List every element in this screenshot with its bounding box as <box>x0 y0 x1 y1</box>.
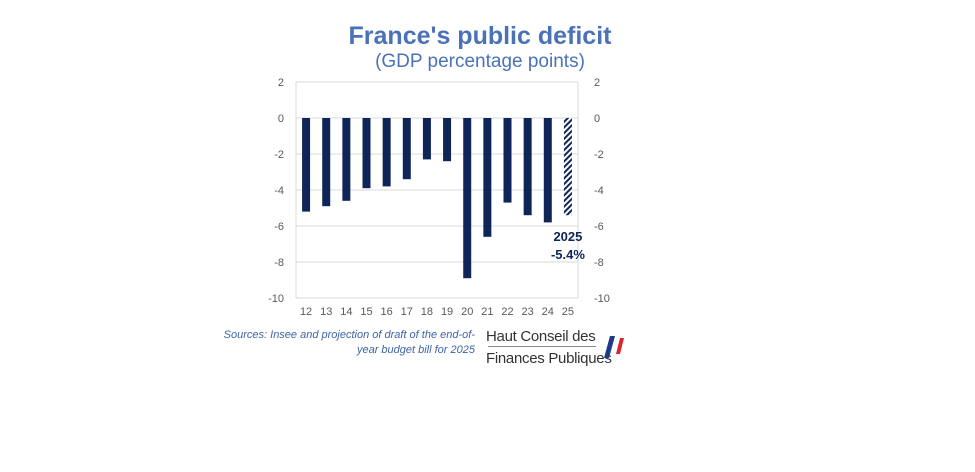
bar <box>422 118 431 160</box>
x-tick-label: 14 <box>340 306 352 318</box>
y-tick-label-right: 0 <box>594 113 600 125</box>
annotation-value: -5.4% <box>551 247 585 262</box>
logo-line-2: Finances Publiques <box>486 350 612 367</box>
logo-rule <box>488 346 596 347</box>
bar <box>503 118 512 203</box>
bar <box>362 118 371 189</box>
bar <box>302 118 311 212</box>
y-tick-label-left: -2 <box>274 149 284 161</box>
bar <box>523 118 532 216</box>
y-tick-label-left: -8 <box>274 257 284 269</box>
chart-title: France's public deficit <box>348 22 612 50</box>
bar <box>402 118 411 180</box>
x-tick-label: 19 <box>441 306 453 318</box>
bar <box>463 118 472 279</box>
y-tick-label-right: -8 <box>594 257 604 269</box>
x-tick-label: 20 <box>461 306 473 318</box>
bar <box>483 118 492 237</box>
x-tick-label: 22 <box>501 306 513 318</box>
x-tick-label: 16 <box>381 306 393 318</box>
bar-projected <box>563 118 572 216</box>
annotation-year: 2025 <box>553 229 582 244</box>
bar <box>382 118 391 187</box>
y-tick-label-right: -4 <box>594 185 604 197</box>
y-tick-label-right: -6 <box>594 221 604 233</box>
x-tick-label: 17 <box>401 306 413 318</box>
flag-icon <box>604 336 624 358</box>
y-tick-label-right: 2 <box>594 77 600 89</box>
bar <box>322 118 331 207</box>
x-tick-label: 18 <box>421 306 433 318</box>
y-tick-label-right: -10 <box>594 293 610 305</box>
y-tick-label-left: -4 <box>274 185 284 197</box>
y-tick-label-right: -2 <box>594 149 604 161</box>
y-tick-label-left: -6 <box>274 221 284 233</box>
x-tick-label: 23 <box>522 306 534 318</box>
y-tick-label-left: 0 <box>278 113 284 125</box>
bar <box>543 118 552 223</box>
x-tick-label: 25 <box>562 306 574 318</box>
hcfp-logo: Haut Conseil des Finances Publiques <box>486 328 636 372</box>
x-tick-label: 13 <box>320 306 332 318</box>
y-tick-label-left: 2 <box>278 77 284 89</box>
x-tick-label: 21 <box>481 306 493 318</box>
sources-note: Sources: Insee and projection of draft o… <box>223 329 475 356</box>
logo-line-1: Haut Conseil des <box>486 328 596 345</box>
bar <box>342 118 351 201</box>
bar <box>443 118 452 162</box>
x-tick-label: 15 <box>360 306 372 318</box>
x-tick-label: 12 <box>300 306 312 318</box>
y-tick-label-left: -10 <box>268 293 284 305</box>
x-tick-label: 24 <box>542 306 554 318</box>
chart-subtitle: (GDP percentage points) <box>375 51 585 72</box>
